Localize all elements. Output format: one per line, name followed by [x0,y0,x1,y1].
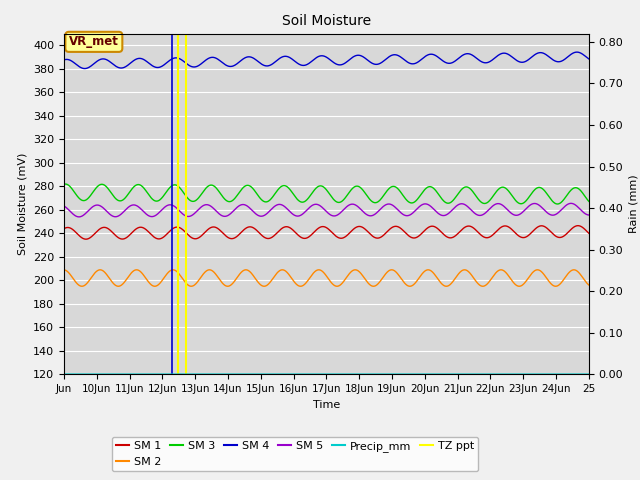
Precip_mm [570,371,577,377]
SM 2 [301,280,309,286]
Precip_mm [301,371,309,377]
SM 1 [60,226,68,231]
SM 2 [515,283,523,289]
SM 3 [554,201,561,207]
SM 4 [87,63,95,69]
SM 5 [316,203,323,208]
SM 3 [87,192,95,198]
SM 4 [316,53,323,59]
SM 3 [301,198,309,204]
SM 4 [570,50,577,56]
SM 2 [474,280,481,286]
SM 3 [474,195,481,201]
SM 1 [82,236,90,242]
SM 2 [316,267,323,273]
SM 2 [570,267,578,273]
SM 5 [474,212,481,218]
SM 5 [60,203,68,209]
Line: SM 2: SM 2 [64,270,589,286]
Title: Soil Moisture: Soil Moisture [282,14,371,28]
Y-axis label: Soil Moisture (mV): Soil Moisture (mV) [17,153,28,255]
SM 5 [585,212,593,218]
SM 4 [474,56,481,62]
SM 1 [574,223,582,228]
SM 3 [585,198,593,204]
SM 4 [573,49,581,55]
Line: SM 5: SM 5 [64,204,589,217]
Line: SM 1: SM 1 [64,226,589,239]
Precip_mm [87,371,95,377]
Precip_mm [474,371,481,377]
Precip_mm [570,371,577,377]
SM 3 [570,185,578,191]
SM 1 [570,224,577,230]
SM 3 [60,181,68,187]
Text: VR_met: VR_met [69,36,119,48]
SM 1 [570,224,578,230]
Precip_mm [316,371,323,377]
Line: SM 4: SM 4 [64,52,589,69]
SM 5 [570,201,578,207]
SM 2 [585,282,593,288]
SM 2 [60,267,68,273]
Precip_mm [60,371,68,377]
SM 1 [87,234,95,240]
SM 4 [60,57,68,63]
SM 4 [81,66,88,72]
SM 2 [87,276,95,281]
X-axis label: Time: Time [313,400,340,409]
SM 1 [301,235,309,241]
SM 1 [585,230,593,236]
SM 5 [567,201,575,206]
SM 2 [570,267,578,273]
SM 5 [570,201,578,207]
SM 4 [585,56,593,62]
SM 1 [316,225,323,230]
Line: SM 3: SM 3 [64,184,589,204]
SM 4 [570,50,578,56]
SM 5 [87,205,95,211]
SM 3 [570,185,578,191]
Legend: SM 1, SM 2, SM 3, SM 4, SM 5, Precip_mm, TZ ppt: SM 1, SM 2, SM 3, SM 4, SM 5, Precip_mm,… [111,437,479,471]
SM 1 [474,229,481,235]
SM 4 [301,62,309,68]
SM 3 [61,181,69,187]
Y-axis label: Rain (mm): Rain (mm) [629,175,639,233]
SM 2 [205,267,213,273]
SM 5 [301,208,309,214]
SM 3 [316,183,323,189]
Precip_mm [585,371,593,377]
SM 5 [75,214,83,220]
